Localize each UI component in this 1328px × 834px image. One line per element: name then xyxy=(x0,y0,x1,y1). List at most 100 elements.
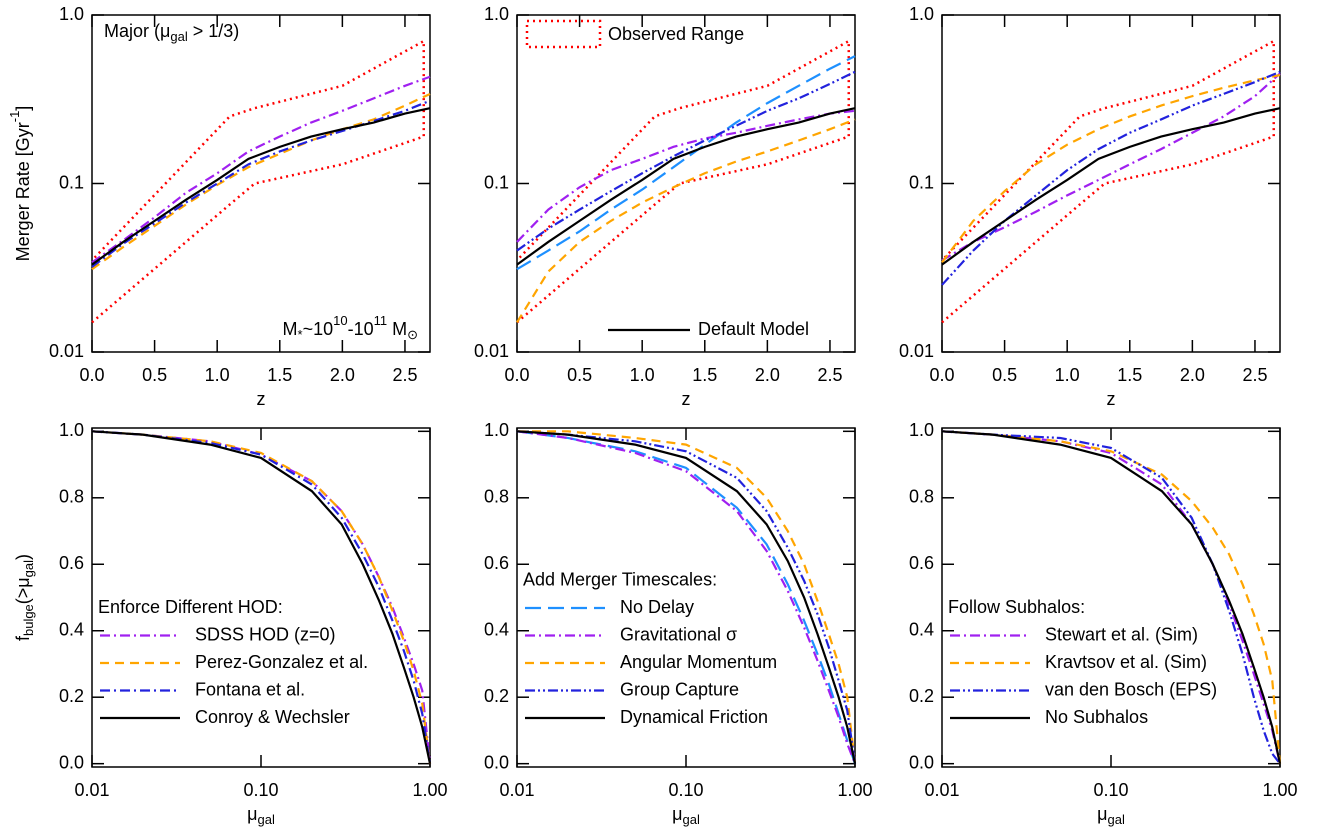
x-tick-label: 2.5 xyxy=(817,365,842,385)
data-line xyxy=(91,430,432,764)
data-line xyxy=(516,430,857,764)
data-line xyxy=(91,92,431,271)
data-line xyxy=(91,107,431,266)
text-part: Major (μ xyxy=(104,21,170,41)
x-tick-label: 2.5 xyxy=(1242,365,1267,385)
y-tick-label: 0.2 xyxy=(909,686,934,706)
x-tick-label: 2.0 xyxy=(330,365,355,385)
data-line xyxy=(516,430,857,764)
text-part: μ xyxy=(1097,804,1107,824)
x-tick-label: 1.5 xyxy=(1117,365,1142,385)
data-line xyxy=(516,118,856,323)
x-tick-label: 0.0 xyxy=(504,365,529,385)
data-line xyxy=(941,430,1282,764)
y-tick-label: 1.0 xyxy=(909,4,934,24)
legend-label: Gravitational σ xyxy=(620,624,737,644)
y-tick-label: 1.0 xyxy=(59,4,84,24)
data-line xyxy=(941,74,1281,264)
x-axis-label: μgal xyxy=(1097,804,1125,828)
x-tick-label: 0.5 xyxy=(142,365,167,385)
text-part: ] xyxy=(13,106,33,111)
observed-range xyxy=(516,38,850,324)
y-tick-label: 0.01 xyxy=(474,341,509,361)
x-tick-label: 1.0 xyxy=(1055,365,1080,385)
legend-label: No Subhalos xyxy=(1045,707,1148,727)
x-tick-label: 1.5 xyxy=(267,365,292,385)
text-part: z xyxy=(1107,389,1116,409)
y-axis-label: Merger Rate [Gyr-1] xyxy=(7,106,32,262)
text-part: gal xyxy=(21,560,36,577)
legend-label: SDSS HOD (z=0) xyxy=(195,624,336,644)
data-line xyxy=(516,55,856,271)
x-tick-label: 0.01 xyxy=(499,780,534,800)
x-axis-label: z xyxy=(1107,389,1116,409)
text-part: z xyxy=(682,389,691,409)
text-part: μ xyxy=(247,804,257,824)
x-tick-label: 1.00 xyxy=(837,780,872,800)
y-tick-label: 0.0 xyxy=(909,752,934,772)
text-part: -10 xyxy=(348,319,374,339)
x-tick-label: 1.0 xyxy=(630,365,655,385)
legend-title: Follow Subhalos: xyxy=(948,597,1085,617)
x-tick-label: 0.01 xyxy=(924,780,959,800)
y-tick-label: 0.2 xyxy=(484,686,509,706)
y-tick-label: 0.2 xyxy=(59,686,84,706)
y-tick-label: 0.4 xyxy=(909,619,934,639)
text-part: > 1/3) xyxy=(188,21,240,41)
data-line xyxy=(516,430,857,765)
legend-label: Kravtsov et al. (Sim) xyxy=(1045,652,1207,672)
y-tick-label: 0.01 xyxy=(49,341,84,361)
x-tick-label: 2.0 xyxy=(1180,365,1205,385)
text-part: z xyxy=(257,389,266,409)
x-tick-label: 0.5 xyxy=(992,365,1017,385)
y-tick-label: 0.1 xyxy=(909,172,934,192)
x-tick-label: 0.10 xyxy=(668,780,703,800)
y-tick-label: 1.0 xyxy=(484,4,509,24)
legend-label: Conroy & Wechsler xyxy=(195,707,350,727)
legend-swatch xyxy=(525,19,602,49)
data-line xyxy=(941,430,1282,764)
y-tick-label: 0.0 xyxy=(59,752,84,772)
text-part: gal xyxy=(170,29,187,44)
x-axis-label: z xyxy=(682,389,691,409)
text-part: (>μ xyxy=(13,577,33,604)
text-part: gal xyxy=(1108,812,1125,827)
text-part: -1 xyxy=(7,111,22,123)
legend-label: Dynamical Friction xyxy=(620,707,768,727)
legend-title: Add Merger Timescales: xyxy=(523,569,717,589)
text-part: 11 xyxy=(374,313,388,328)
y-tick-label: 0.01 xyxy=(899,341,934,361)
data-line xyxy=(516,107,856,266)
data-line xyxy=(941,70,1281,286)
text-part: μ xyxy=(672,804,682,824)
legend-label: van den Bosch (EPS) xyxy=(1045,679,1217,699)
legend-label: Angular Momentum xyxy=(620,652,777,672)
legend-label: Group Capture xyxy=(620,679,739,699)
y-tick-label: 0.8 xyxy=(484,487,509,507)
x-tick-label: 1.0 xyxy=(205,365,230,385)
x-tick-label: 0.5 xyxy=(567,365,592,385)
data-line xyxy=(516,109,856,243)
x-tick-label: 0.10 xyxy=(1093,780,1128,800)
data-line xyxy=(91,99,431,268)
y-tick-label: 0.4 xyxy=(59,619,84,639)
y-tick-label: 0.8 xyxy=(909,487,934,507)
y-tick-label: 1.0 xyxy=(484,420,509,440)
text-part: M xyxy=(283,319,298,339)
y-tick-label: 0.1 xyxy=(59,172,84,192)
data-line xyxy=(941,107,1281,266)
legend-label: Perez-Gonzalez et al. xyxy=(195,652,368,672)
text-part: ⊙ xyxy=(407,327,418,342)
y-tick-label: 0.6 xyxy=(59,553,84,573)
x-tick-label: 0.0 xyxy=(79,365,104,385)
text-part: gal xyxy=(258,812,275,827)
legend-label: Default Model xyxy=(698,319,809,339)
annotation: M*~1010-1011 M⊙ xyxy=(283,313,419,342)
y-tick-label: 1.0 xyxy=(59,420,84,440)
y-axis-label: fbulge(>μgal) xyxy=(13,554,37,641)
data-line xyxy=(91,430,432,764)
text-part: Merger Rate [Gyr xyxy=(13,122,33,261)
y-tick-label: 0.0 xyxy=(484,752,509,772)
y-tick-label: 0.8 xyxy=(59,487,84,507)
text-part: M xyxy=(387,319,407,339)
